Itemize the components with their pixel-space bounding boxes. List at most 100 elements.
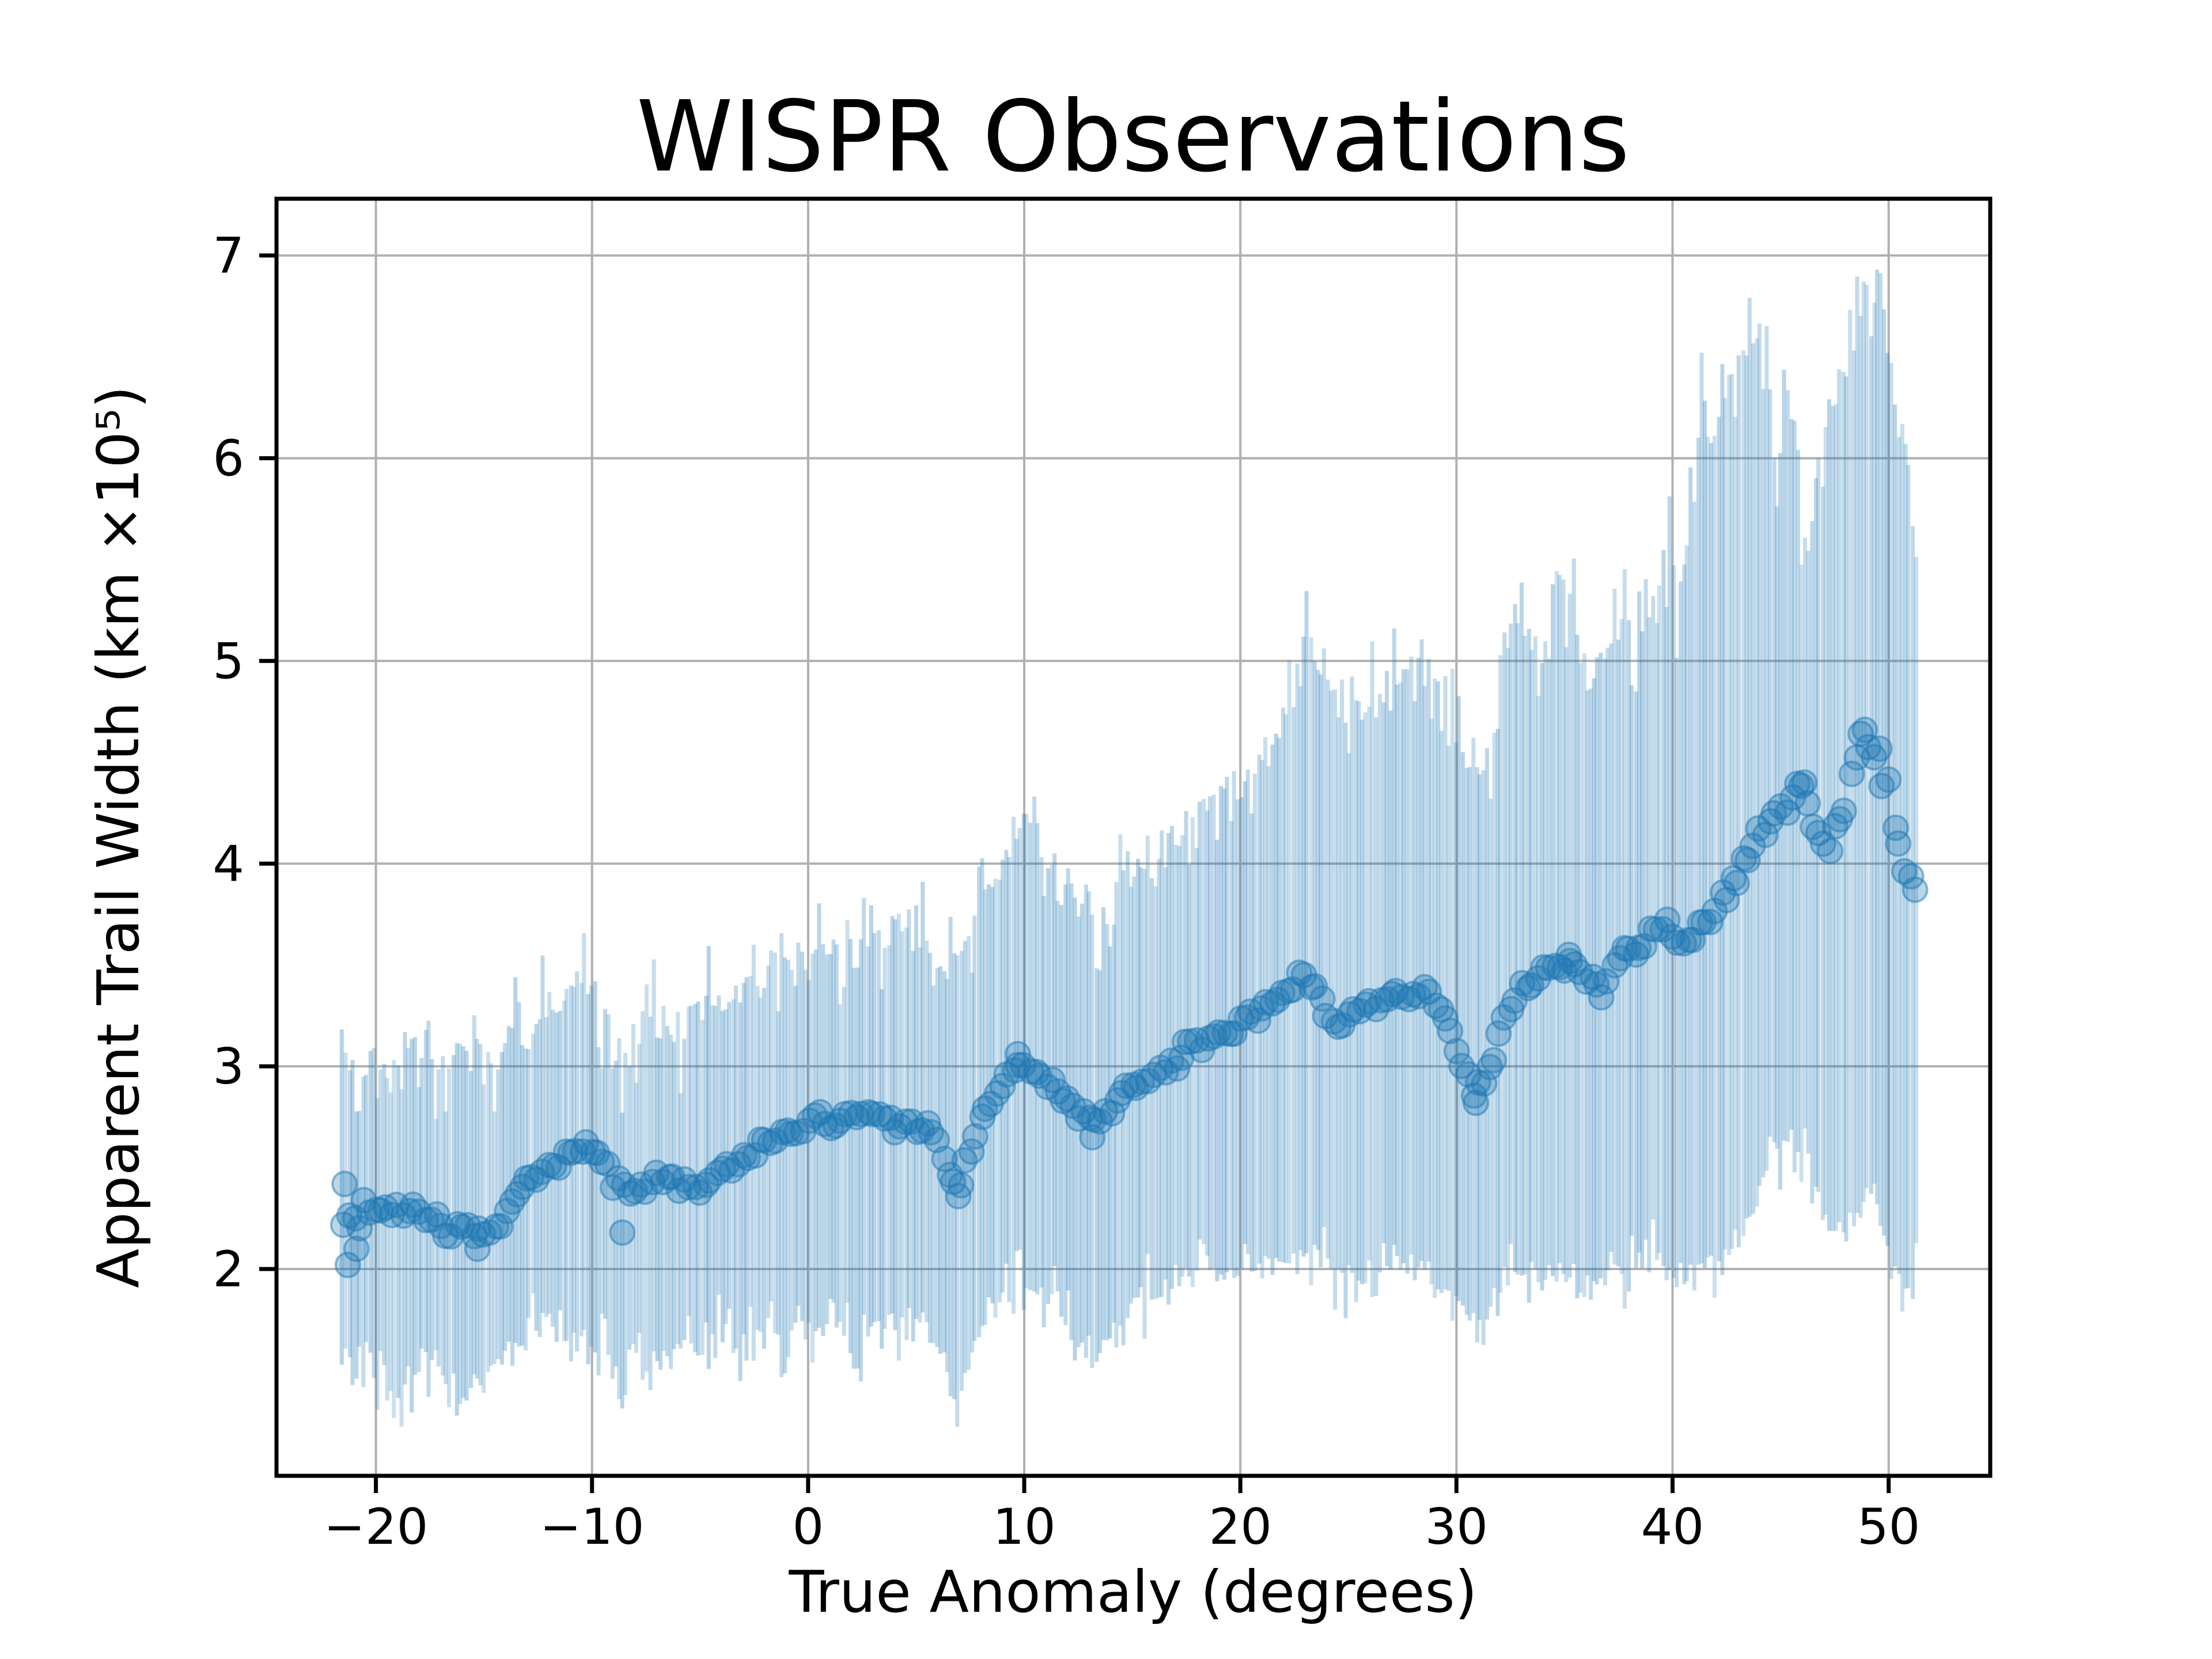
error-bar (1283, 714, 1288, 1263)
error-bar (1066, 868, 1070, 1290)
error-bar (1727, 374, 1732, 1255)
data-point (1079, 1124, 1106, 1151)
error-bar (458, 1044, 463, 1404)
error-bar (412, 1037, 417, 1375)
error-bar (1841, 372, 1846, 1233)
error-bar (1236, 799, 1240, 1276)
error-bar (1249, 813, 1254, 1272)
error-bar (350, 1060, 355, 1385)
error-bar (452, 1055, 456, 1374)
error-bar (1609, 643, 1613, 1252)
error-bar (1098, 970, 1102, 1353)
error-bar (751, 945, 756, 1361)
error-bar (896, 914, 901, 1361)
tick-layer (259, 253, 1891, 1493)
error-bar (1405, 669, 1410, 1274)
error-bar (1041, 896, 1046, 1328)
error-bar (1419, 639, 1424, 1261)
error-bar (1612, 588, 1617, 1265)
error-bar (1032, 796, 1037, 1292)
error-bar (1864, 285, 1869, 1188)
error-bar (631, 1024, 635, 1344)
error-bar (361, 1076, 366, 1387)
data-point (1830, 797, 1857, 824)
error-bar (1796, 449, 1800, 1152)
error-bar (1077, 916, 1081, 1347)
error-bar (1582, 653, 1586, 1297)
error-bar (1017, 828, 1022, 1250)
error-bar (1761, 389, 1766, 1177)
error-bar (842, 987, 846, 1336)
error-bar (388, 1092, 393, 1391)
error-bar (513, 977, 518, 1343)
data-point (343, 1235, 370, 1262)
error-bar (955, 955, 960, 1427)
error-bar (1533, 636, 1537, 1270)
error-bar (1764, 325, 1769, 1171)
error-bar (1914, 556, 1919, 1244)
error-bar (1039, 857, 1044, 1288)
data-point (1791, 769, 1818, 796)
error-bar (1416, 658, 1421, 1268)
error-bar (617, 1038, 622, 1399)
error-bar (1160, 830, 1164, 1297)
x-tick-label: 10 (993, 1498, 1055, 1556)
error-bar (980, 858, 984, 1327)
error-bar (942, 971, 947, 1353)
error-bar (1684, 546, 1689, 1281)
error-bar (1378, 694, 1382, 1273)
error-bar (1222, 788, 1226, 1280)
error-bar (1202, 798, 1206, 1244)
error-bar (813, 949, 818, 1331)
error-bar (1667, 496, 1672, 1270)
data-point (1480, 1047, 1508, 1074)
error-bar (1488, 798, 1493, 1307)
error-bar (738, 1002, 743, 1381)
error-bar (1889, 363, 1893, 1279)
error-bar (1872, 302, 1877, 1184)
data-point (1902, 876, 1929, 903)
error-bar (776, 1011, 781, 1335)
error-bar (1679, 581, 1683, 1263)
error-bar (382, 1063, 387, 1365)
error-bar (872, 933, 877, 1323)
error-bar (1527, 628, 1531, 1303)
error-bar (1243, 781, 1247, 1244)
error-bar (1834, 404, 1838, 1231)
error-bar (1554, 571, 1559, 1282)
error-bar (1575, 634, 1580, 1298)
error-bar (1475, 767, 1479, 1343)
error-bar (392, 1060, 396, 1418)
error-bar (446, 1068, 451, 1407)
error-bar (700, 1020, 704, 1355)
error-bar (869, 905, 873, 1327)
error-bar (569, 985, 573, 1362)
error-bar (1136, 858, 1141, 1298)
error-bar (1515, 623, 1520, 1275)
error-bar (858, 939, 863, 1381)
error-bar (1755, 338, 1759, 1207)
error-bar (1467, 767, 1472, 1321)
error-bar (1402, 669, 1406, 1263)
data-point (346, 1215, 373, 1242)
error-bar (637, 1044, 642, 1333)
error-bar (540, 955, 545, 1313)
data-point (1734, 847, 1761, 874)
data-point (1851, 717, 1878, 743)
error-bar (1312, 661, 1317, 1245)
error-bar (478, 1044, 483, 1385)
error-bar (1014, 839, 1019, 1251)
data-point (710, 1156, 736, 1183)
error-bar (1166, 833, 1171, 1305)
error-bar (1381, 702, 1386, 1244)
error-bar (755, 986, 760, 1330)
error-bar (990, 887, 995, 1304)
error-bar (1084, 884, 1088, 1358)
error-bar (1433, 678, 1437, 1298)
error-bar (586, 994, 590, 1365)
error-bar (1319, 675, 1323, 1268)
error-bar (1464, 768, 1469, 1315)
error-bar (848, 939, 853, 1353)
y-tick-label: 7 (213, 228, 244, 285)
error-bar (1195, 847, 1199, 1271)
